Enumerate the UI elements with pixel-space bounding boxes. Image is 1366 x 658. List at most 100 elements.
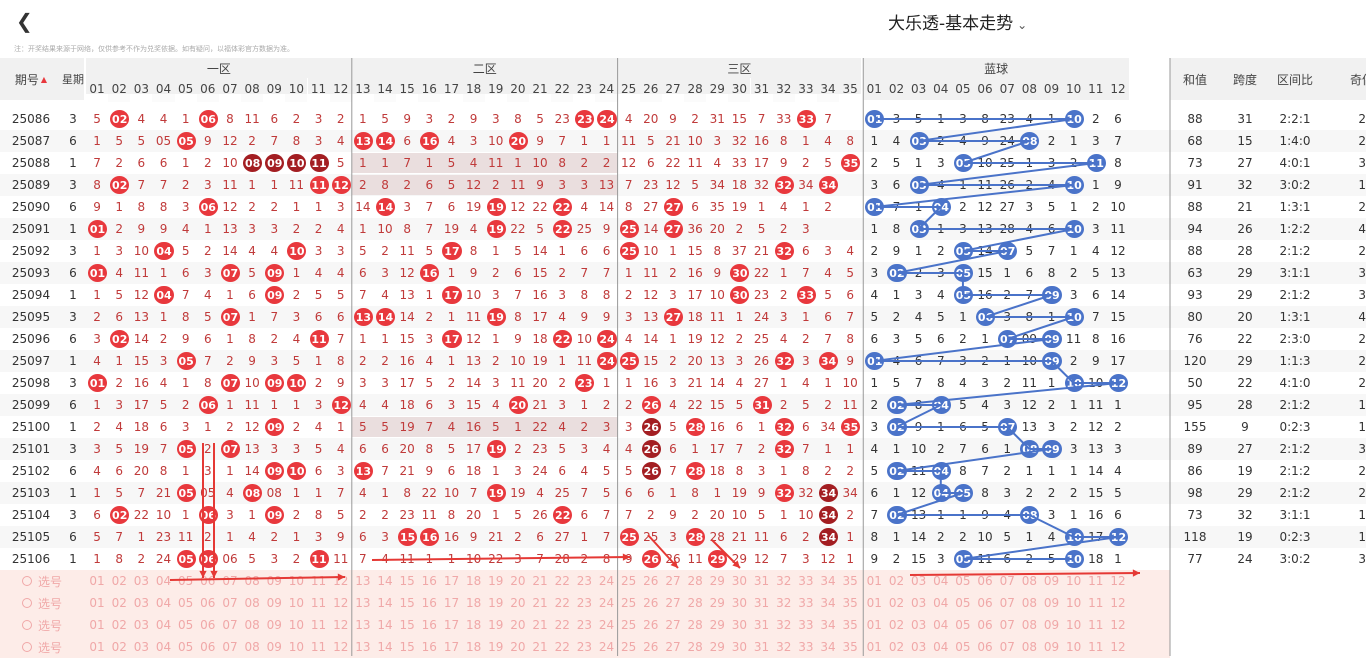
select-front-number[interactable]: 02: [111, 596, 127, 610]
select-back-number[interactable]: 05: [955, 596, 971, 610]
select-back-number[interactable]: 11: [1088, 596, 1104, 610]
select-front-number[interactable]: 07: [222, 640, 238, 654]
select-front-number[interactable]: 12: [333, 574, 349, 588]
select-back-number[interactable]: 07: [999, 596, 1015, 610]
select-front-number[interactable]: 09: [266, 640, 282, 654]
select-front-number[interactable]: 32: [776, 640, 792, 654]
select-front-number[interactable]: 27: [665, 640, 681, 654]
select-back-number[interactable]: 01: [866, 596, 882, 610]
select-front-number[interactable]: 08: [244, 574, 260, 588]
select-front-number[interactable]: 06: [200, 574, 216, 588]
select-back-number[interactable]: 11: [1088, 640, 1104, 654]
select-front-number[interactable]: 20: [510, 596, 526, 610]
select-back-number[interactable]: 09: [1043, 618, 1060, 632]
select-front-number[interactable]: 35: [842, 618, 858, 632]
select-front-number[interactable]: 07: [222, 596, 238, 610]
select-front-number[interactable]: 09: [266, 596, 282, 610]
select-front-number[interactable]: 01: [89, 618, 105, 632]
select-back-number[interactable]: 03: [910, 596, 927, 610]
select-front-number[interactable]: 31: [753, 618, 770, 632]
select-front-number[interactable]: 17: [443, 640, 460, 654]
select-front-number[interactable]: 26: [643, 574, 659, 588]
select-front-number[interactable]: 26: [643, 596, 659, 610]
select-front-number[interactable]: 28: [687, 596, 703, 610]
select-front-number[interactable]: 21: [532, 618, 548, 632]
select-front-number[interactable]: 14: [377, 574, 393, 588]
select-back-number[interactable]: 03: [910, 574, 927, 588]
select-front-number[interactable]: 11: [310, 574, 327, 588]
select-front-number[interactable]: 13: [355, 618, 371, 632]
select-front-number[interactable]: 12: [333, 596, 349, 610]
select-front-number[interactable]: 07: [222, 574, 238, 588]
select-front-number[interactable]: 21: [532, 574, 548, 588]
select-front-number[interactable]: 34: [820, 574, 836, 588]
select-front-number[interactable]: 35: [842, 574, 858, 588]
select-back-number[interactable]: 01: [866, 640, 882, 654]
select-front-number[interactable]: 34: [820, 618, 836, 632]
sort-triangle-icon[interactable]: ▲: [40, 74, 48, 84]
select-back-number[interactable]: 09: [1043, 574, 1060, 588]
select-front-number[interactable]: 15: [399, 618, 415, 632]
select-front-number[interactable]: 31: [753, 596, 770, 610]
select-front-number[interactable]: 01: [89, 574, 105, 588]
select-front-number[interactable]: 26: [643, 618, 659, 632]
select-front-number[interactable]: 15: [399, 596, 415, 610]
select-front-number[interactable]: 23: [576, 640, 592, 654]
select-back-number[interactable]: 04: [933, 618, 949, 632]
select-front-number[interactable]: 01: [89, 640, 105, 654]
select-front-number[interactable]: 10: [288, 618, 305, 632]
select-front-number[interactable]: 14: [377, 640, 393, 654]
select-back-number[interactable]: 05: [955, 618, 971, 632]
select-front-number[interactable]: 20: [510, 640, 526, 654]
select-front-number[interactable]: 24: [598, 574, 615, 588]
select-front-number[interactable]: 30: [731, 596, 748, 610]
select-back-number[interactable]: 04: [933, 596, 949, 610]
select-front-number[interactable]: 34: [820, 596, 836, 610]
page-title[interactable]: 大乐透-基本走势 ⌄: [888, 9, 1027, 34]
select-front-number[interactable]: 08: [244, 618, 260, 632]
select-back-number[interactable]: 12: [1110, 618, 1126, 632]
select-front-number[interactable]: 35: [842, 640, 858, 654]
select-front-number[interactable]: 05: [178, 574, 194, 588]
select-front-number[interactable]: 14: [377, 596, 393, 610]
select-front-number[interactable]: 04: [155, 596, 172, 610]
select-front-number[interactable]: 02: [111, 618, 127, 632]
select-front-number[interactable]: 14: [377, 618, 393, 632]
select-front-number[interactable]: 17: [443, 618, 460, 632]
select-back-number[interactable]: 06: [977, 574, 993, 588]
radio-icon[interactable]: [21, 620, 32, 630]
select-back-number[interactable]: 01: [866, 618, 882, 632]
select-back-number[interactable]: 02: [888, 574, 905, 588]
select-front-number[interactable]: 19: [488, 640, 504, 654]
select-front-number[interactable]: 27: [665, 574, 681, 588]
select-front-number[interactable]: 19: [488, 596, 504, 610]
select-front-number[interactable]: 06: [200, 618, 216, 632]
select-back-number[interactable]: 05: [955, 640, 971, 654]
select-front-number[interactable]: 26: [643, 640, 659, 654]
select-back-number[interactable]: 08: [1021, 574, 1037, 588]
select-row-label[interactable]: 选号: [0, 570, 84, 592]
select-back-number[interactable]: 03: [910, 618, 927, 632]
select-front-number[interactable]: 25: [621, 574, 637, 588]
select-back-number[interactable]: 08: [1021, 640, 1037, 654]
select-front-number[interactable]: 21: [532, 596, 548, 610]
select-front-number[interactable]: 30: [731, 618, 748, 632]
select-front-number[interactable]: 19: [488, 618, 504, 632]
select-front-number[interactable]: 15: [399, 640, 415, 654]
select-back-number[interactable]: 03: [910, 640, 927, 654]
select-front-number[interactable]: 29: [709, 640, 725, 654]
select-front-number[interactable]: 31: [753, 640, 770, 654]
select-back-number[interactable]: 07: [999, 574, 1015, 588]
select-row-label[interactable]: 选号: [0, 592, 84, 614]
select-front-number[interactable]: 16: [421, 618, 437, 632]
select-front-number[interactable]: 24: [598, 618, 615, 632]
select-front-number[interactable]: 18: [465, 596, 482, 610]
select-front-number[interactable]: 02: [111, 640, 127, 654]
select-back-number[interactable]: 10: [1066, 596, 1082, 610]
select-front-number[interactable]: 10: [288, 596, 305, 610]
select-front-number[interactable]: 30: [731, 574, 748, 588]
select-front-number[interactable]: 23: [576, 574, 592, 588]
select-front-number[interactable]: 09: [266, 574, 282, 588]
select-back-number[interactable]: 10: [1066, 640, 1082, 654]
select-front-number[interactable]: 04: [155, 640, 172, 654]
